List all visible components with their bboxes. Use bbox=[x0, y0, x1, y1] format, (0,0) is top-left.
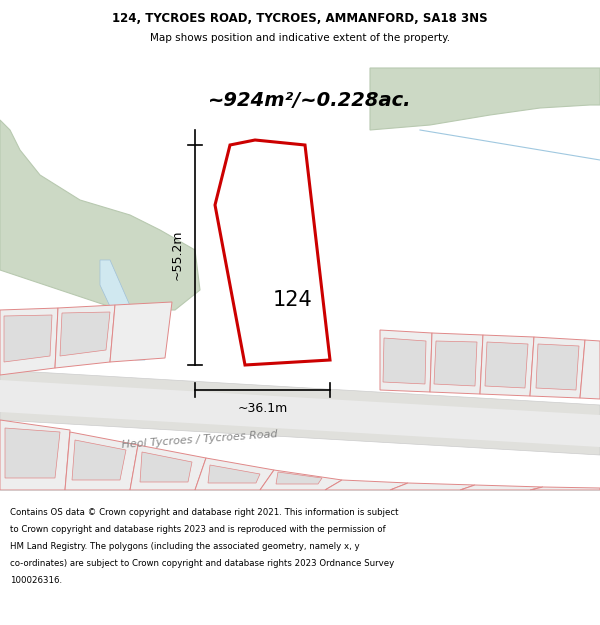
Polygon shape bbox=[100, 260, 145, 360]
Polygon shape bbox=[325, 480, 408, 490]
Polygon shape bbox=[0, 380, 600, 447]
Bar bbox=[0, 0, 600, 68]
Polygon shape bbox=[430, 333, 483, 394]
Polygon shape bbox=[480, 335, 534, 396]
Polygon shape bbox=[536, 344, 579, 390]
Polygon shape bbox=[260, 470, 342, 490]
Polygon shape bbox=[460, 485, 543, 490]
Text: 124, TYCROES ROAD, TYCROES, AMMANFORD, SA18 3NS: 124, TYCROES ROAD, TYCROES, AMMANFORD, S… bbox=[112, 11, 488, 24]
Text: 100026316.: 100026316. bbox=[10, 576, 62, 585]
Bar bbox=[0, 490, 600, 625]
Polygon shape bbox=[215, 140, 330, 365]
Polygon shape bbox=[72, 440, 126, 480]
Polygon shape bbox=[140, 452, 192, 482]
Polygon shape bbox=[434, 341, 477, 386]
Polygon shape bbox=[60, 312, 110, 356]
Text: Map shows position and indicative extent of the property.: Map shows position and indicative extent… bbox=[150, 33, 450, 43]
Bar bbox=[0, 68, 600, 490]
Polygon shape bbox=[65, 432, 138, 490]
Polygon shape bbox=[383, 338, 426, 384]
Polygon shape bbox=[208, 465, 260, 483]
Polygon shape bbox=[370, 68, 600, 130]
Text: Heol Tycroes / Tycroes Road: Heol Tycroes / Tycroes Road bbox=[122, 429, 278, 451]
Polygon shape bbox=[530, 487, 600, 490]
Polygon shape bbox=[5, 428, 60, 478]
Polygon shape bbox=[4, 315, 52, 362]
Polygon shape bbox=[276, 472, 322, 484]
Text: co-ordinates) are subject to Crown copyright and database rights 2023 Ordnance S: co-ordinates) are subject to Crown copyr… bbox=[10, 559, 394, 568]
Polygon shape bbox=[195, 458, 274, 490]
Text: to Crown copyright and database rights 2023 and is reproduced with the permissio: to Crown copyright and database rights 2… bbox=[10, 525, 386, 534]
Polygon shape bbox=[0, 308, 58, 375]
Text: ~924m²/~0.228ac.: ~924m²/~0.228ac. bbox=[208, 91, 412, 109]
Polygon shape bbox=[380, 330, 432, 392]
Text: ~36.1m: ~36.1m bbox=[238, 401, 287, 414]
Polygon shape bbox=[110, 302, 172, 362]
Polygon shape bbox=[580, 340, 600, 399]
Text: HM Land Registry. The polygons (including the associated geometry, namely x, y: HM Land Registry. The polygons (includin… bbox=[10, 542, 359, 551]
Polygon shape bbox=[0, 420, 70, 490]
Polygon shape bbox=[0, 370, 600, 455]
Polygon shape bbox=[530, 337, 585, 398]
Text: 124: 124 bbox=[273, 290, 313, 310]
Polygon shape bbox=[55, 305, 115, 368]
Polygon shape bbox=[485, 342, 528, 388]
Text: Contains OS data © Crown copyright and database right 2021. This information is : Contains OS data © Crown copyright and d… bbox=[10, 508, 398, 517]
Polygon shape bbox=[390, 483, 475, 490]
Text: ~55.2m: ~55.2m bbox=[170, 230, 184, 280]
Polygon shape bbox=[0, 120, 200, 310]
Polygon shape bbox=[130, 445, 206, 490]
